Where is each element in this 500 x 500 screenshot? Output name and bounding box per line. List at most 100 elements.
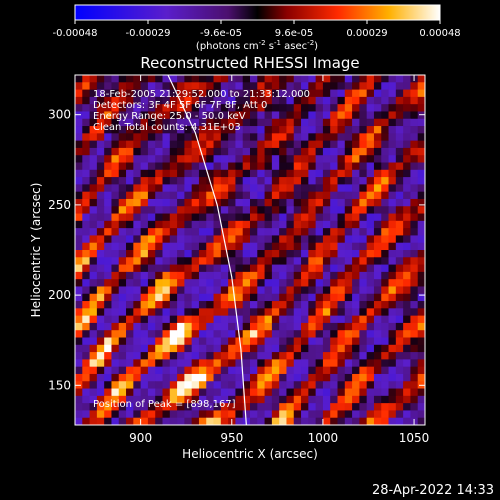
heatmap-cell — [264, 330, 273, 338]
heatmap-cell — [250, 155, 258, 163]
heatmap-cell — [140, 250, 149, 258]
heatmap-cell — [315, 169, 324, 178]
heatmap-cell — [257, 147, 265, 156]
heatmap-cell — [155, 177, 163, 185]
heatmap-cell — [89, 373, 98, 382]
heatmap-cell — [162, 337, 171, 346]
heatmap-cell — [147, 147, 156, 156]
heatmap-cell — [162, 264, 171, 273]
heatmap-cell — [417, 337, 425, 346]
heatmap-cell — [373, 75, 382, 83]
heatmap-cell — [140, 111, 149, 120]
heatmap-cell — [198, 410, 207, 419]
heatmap-cell — [191, 373, 200, 382]
heatmap-cell — [206, 271, 214, 280]
heatmap-cell — [403, 257, 411, 265]
heatmap-cell — [257, 388, 265, 397]
heatmap-cell — [177, 293, 185, 302]
heatmap-cell — [242, 366, 251, 375]
heatmap-cell — [191, 271, 200, 280]
heatmap-cell — [337, 220, 346, 229]
heatmap-cell — [337, 359, 346, 368]
heatmap-cell — [344, 250, 353, 258]
heatmap-cell — [352, 118, 360, 127]
heatmap-cell — [250, 242, 258, 251]
heatmap-cell — [140, 213, 149, 222]
heatmap-cell — [133, 403, 142, 411]
heatmap-cell — [184, 82, 193, 90]
heatmap-cell — [177, 118, 185, 127]
heatmap-cell — [381, 344, 389, 353]
heatmap-cell — [417, 220, 425, 229]
heatmap-cell — [177, 126, 185, 134]
heatmap-cell — [417, 301, 425, 309]
heatmap-cell — [293, 111, 302, 120]
heatmap-cell — [344, 191, 353, 200]
heatmap-cell — [417, 228, 425, 236]
heatmap-cell — [140, 279, 149, 287]
heatmap-cell — [191, 235, 200, 244]
heatmap-cell — [410, 126, 419, 134]
heatmap-cell — [286, 373, 295, 382]
heatmap-cell — [177, 213, 185, 222]
heatmap-cell — [352, 228, 360, 236]
heatmap-cell — [403, 155, 411, 163]
heatmap-cell — [330, 308, 338, 317]
heatmap-cell — [104, 177, 112, 185]
heatmap-cell — [198, 352, 207, 360]
heatmap-cell — [381, 410, 389, 419]
heatmap-cell — [96, 395, 105, 404]
heatmap-cell — [191, 257, 200, 265]
heatmap-cell — [198, 228, 207, 236]
heatmap-cell — [162, 89, 171, 98]
heatmap-cell — [410, 381, 419, 389]
heatmap-cell — [286, 75, 295, 83]
heatmap-cell — [206, 293, 214, 302]
heatmap-cell — [359, 104, 368, 112]
heatmap-cell — [147, 140, 156, 149]
heatmap-cell — [162, 403, 171, 411]
heatmap-cell — [330, 344, 338, 353]
heatmap-cell — [271, 264, 280, 273]
heatmap-cell — [352, 191, 360, 200]
heatmap-cell — [315, 344, 324, 353]
colorbar-units: (photons cm-2 s-1 asec-2) — [196, 39, 318, 52]
heatmap-cell — [403, 220, 411, 229]
heatmap-cell — [191, 242, 200, 251]
heatmap-cell — [388, 286, 397, 295]
heatmap-cell — [308, 111, 317, 120]
colorbar-gradient — [74, 4, 441, 21]
heatmap-cell — [184, 213, 193, 222]
heatmap-cell — [417, 104, 425, 112]
heatmap-cell — [322, 235, 331, 244]
heatmap-cell — [104, 191, 112, 200]
heatmap-cell — [293, 271, 302, 280]
heatmap-cell — [293, 162, 302, 171]
heatmap-cell — [286, 417, 295, 425]
heatmap-cell — [235, 147, 244, 156]
heatmap-cell — [301, 191, 309, 200]
heatmap-cell — [395, 140, 404, 149]
heatmap-cell — [133, 213, 142, 222]
heatmap-cell — [235, 352, 244, 360]
heatmap-cell — [337, 322, 346, 331]
heatmap-cell — [82, 89, 90, 98]
heatmap-cell — [75, 162, 83, 171]
heatmap-cell — [330, 250, 338, 258]
heatmap-cell — [242, 104, 251, 112]
heatmap-cell — [184, 344, 193, 353]
heatmap-cell — [126, 395, 134, 404]
heatmap-cell — [162, 169, 171, 178]
heatmap-cell — [184, 330, 193, 338]
heatmap-cell — [410, 315, 419, 324]
heatmap-cell — [198, 388, 207, 397]
heatmap-cell — [162, 111, 171, 120]
heatmap-cell — [104, 315, 112, 324]
annotation-peak: Position of Peak = [898,167] — [93, 399, 236, 410]
heatmap-cell — [169, 301, 178, 309]
heatmap-cell — [388, 147, 397, 156]
heatmap-cell — [235, 111, 244, 120]
heatmap-cell — [118, 403, 127, 411]
heatmap-cell — [286, 410, 295, 419]
heatmap-cell — [169, 417, 178, 425]
